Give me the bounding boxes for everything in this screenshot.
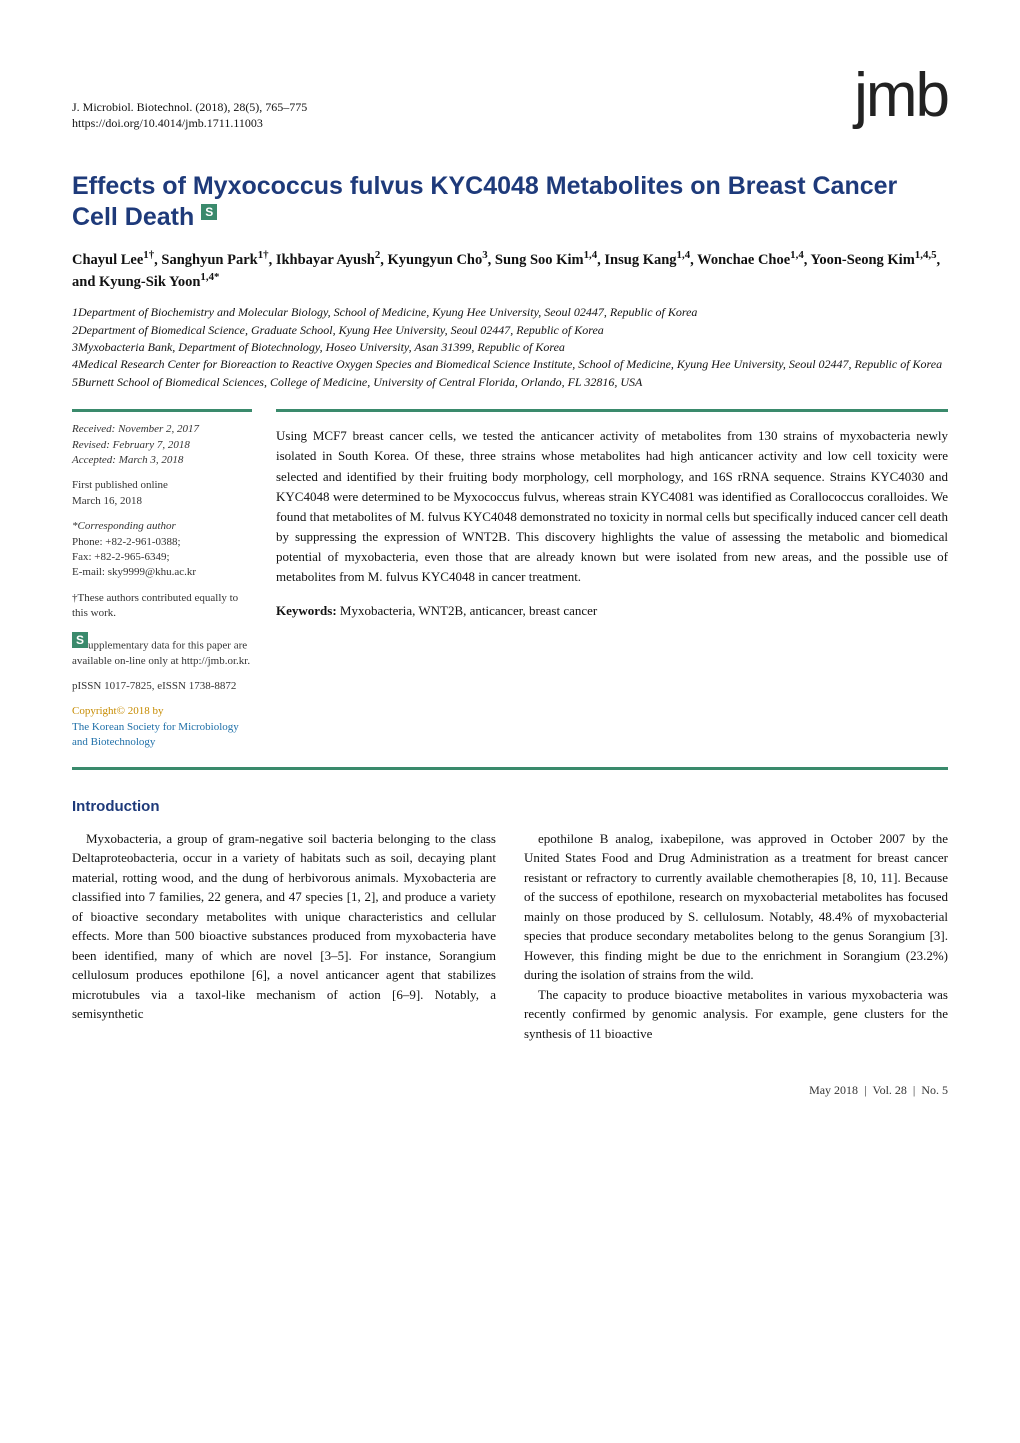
corresponding-phone: Phone: +82-2-961-0388;: [72, 535, 252, 550]
author-list: Chayul Lee1†, Sanghyun Park1†, Ikhbayar …: [72, 248, 948, 293]
keywords-label: Keywords:: [276, 603, 337, 618]
body-paragraph: epothilone B analog, ixabepilone, was ap…: [524, 829, 948, 985]
citation-journal: J. Microbiol. Biotechnol. (2018), 28(5),…: [72, 99, 307, 115]
corresponding-label: *Corresponding author: [72, 519, 252, 534]
corresponding-fax: Fax: +82-2-965-6349;: [72, 550, 252, 565]
supplementary-note: upplementary data for this paper are ava…: [72, 639, 250, 666]
first-published-label: First published online: [72, 478, 252, 493]
citation: J. Microbiol. Biotechnol. (2018), 28(5),…: [72, 99, 307, 131]
body-columns: Myxobacteria, a group of gram-negative s…: [72, 829, 948, 1044]
abstract-rule-bottom: [72, 767, 948, 770]
body-paragraph: Myxobacteria, a group of gram-negative s…: [72, 829, 496, 1024]
footer-volume: Vol. 28: [872, 1083, 906, 1098]
affiliation: 1Department of Biochemistry and Molecula…: [72, 304, 948, 321]
abstract-block: Using MCF7 breast cancer cells, we teste…: [276, 409, 948, 760]
copyright-line: Copyright© 2018 by: [72, 704, 252, 719]
journal-logo: jmb: [854, 60, 948, 131]
first-published-date: March 16, 2018: [72, 494, 252, 509]
corresponding-email: E-mail: sky9999@khu.ac.kr: [72, 565, 252, 580]
affiliations: 1Department of Biochemistry and Molecula…: [72, 304, 948, 391]
supplementary-badge-icon: S: [201, 204, 217, 220]
affiliation: 2Department of Biomedical Science, Gradu…: [72, 322, 948, 339]
page-footer: May 2018 | Vol. 28 | No. 5: [72, 1083, 948, 1098]
society-line: The Korean Society for Microbiology: [72, 720, 252, 735]
affiliation: 4Medical Research Center for Bioreaction…: [72, 356, 948, 373]
issn: pISSN 1017-7825, eISSN 1738-8872: [72, 679, 252, 694]
abstract-rule-top: [276, 409, 948, 412]
abstract-text: Using MCF7 breast cancer cells, we teste…: [276, 426, 948, 587]
page-header: J. Microbiol. Biotechnol. (2018), 28(5),…: [72, 60, 948, 131]
equal-contribution-note: †These authors contributed equally to th…: [72, 591, 252, 622]
affiliation: 5Burnett School of Biomedical Sciences, …: [72, 374, 948, 391]
section-heading-introduction: Introduction: [72, 798, 948, 815]
revised-date: Revised: February 7, 2018: [72, 438, 252, 453]
meta-rule: [72, 409, 252, 412]
title-text: Effects of Myxococcus fulvus KYC4048 Met…: [72, 172, 897, 231]
keywords-text: Myxobacteria, WNT2B, anticancer, breast …: [337, 603, 598, 618]
accepted-date: Accepted: March 3, 2018: [72, 453, 252, 468]
article-title: Effects of Myxococcus fulvus KYC4048 Met…: [72, 171, 948, 234]
footer-sep: |: [913, 1083, 915, 1098]
footer-number: No. 5: [921, 1083, 948, 1098]
article-meta-sidebar: Received: November 2, 2017 Revised: Febr…: [72, 409, 252, 760]
body-paragraph: The capacity to produce bioactive metabo…: [524, 985, 948, 1044]
citation-doi: https://doi.org/10.4014/jmb.1711.11003: [72, 115, 307, 131]
supplementary-badge-icon: S: [72, 632, 88, 648]
footer-month: May 2018: [809, 1083, 858, 1098]
footer-sep: |: [864, 1083, 866, 1098]
society-line: and Biotechnology: [72, 735, 252, 750]
received-date: Received: November 2, 2017: [72, 422, 252, 437]
keywords: Keywords: Myxobacteria, WNT2B, anticance…: [276, 603, 948, 619]
affiliation: 3Myxobacteria Bank, Department of Biotec…: [72, 339, 948, 356]
